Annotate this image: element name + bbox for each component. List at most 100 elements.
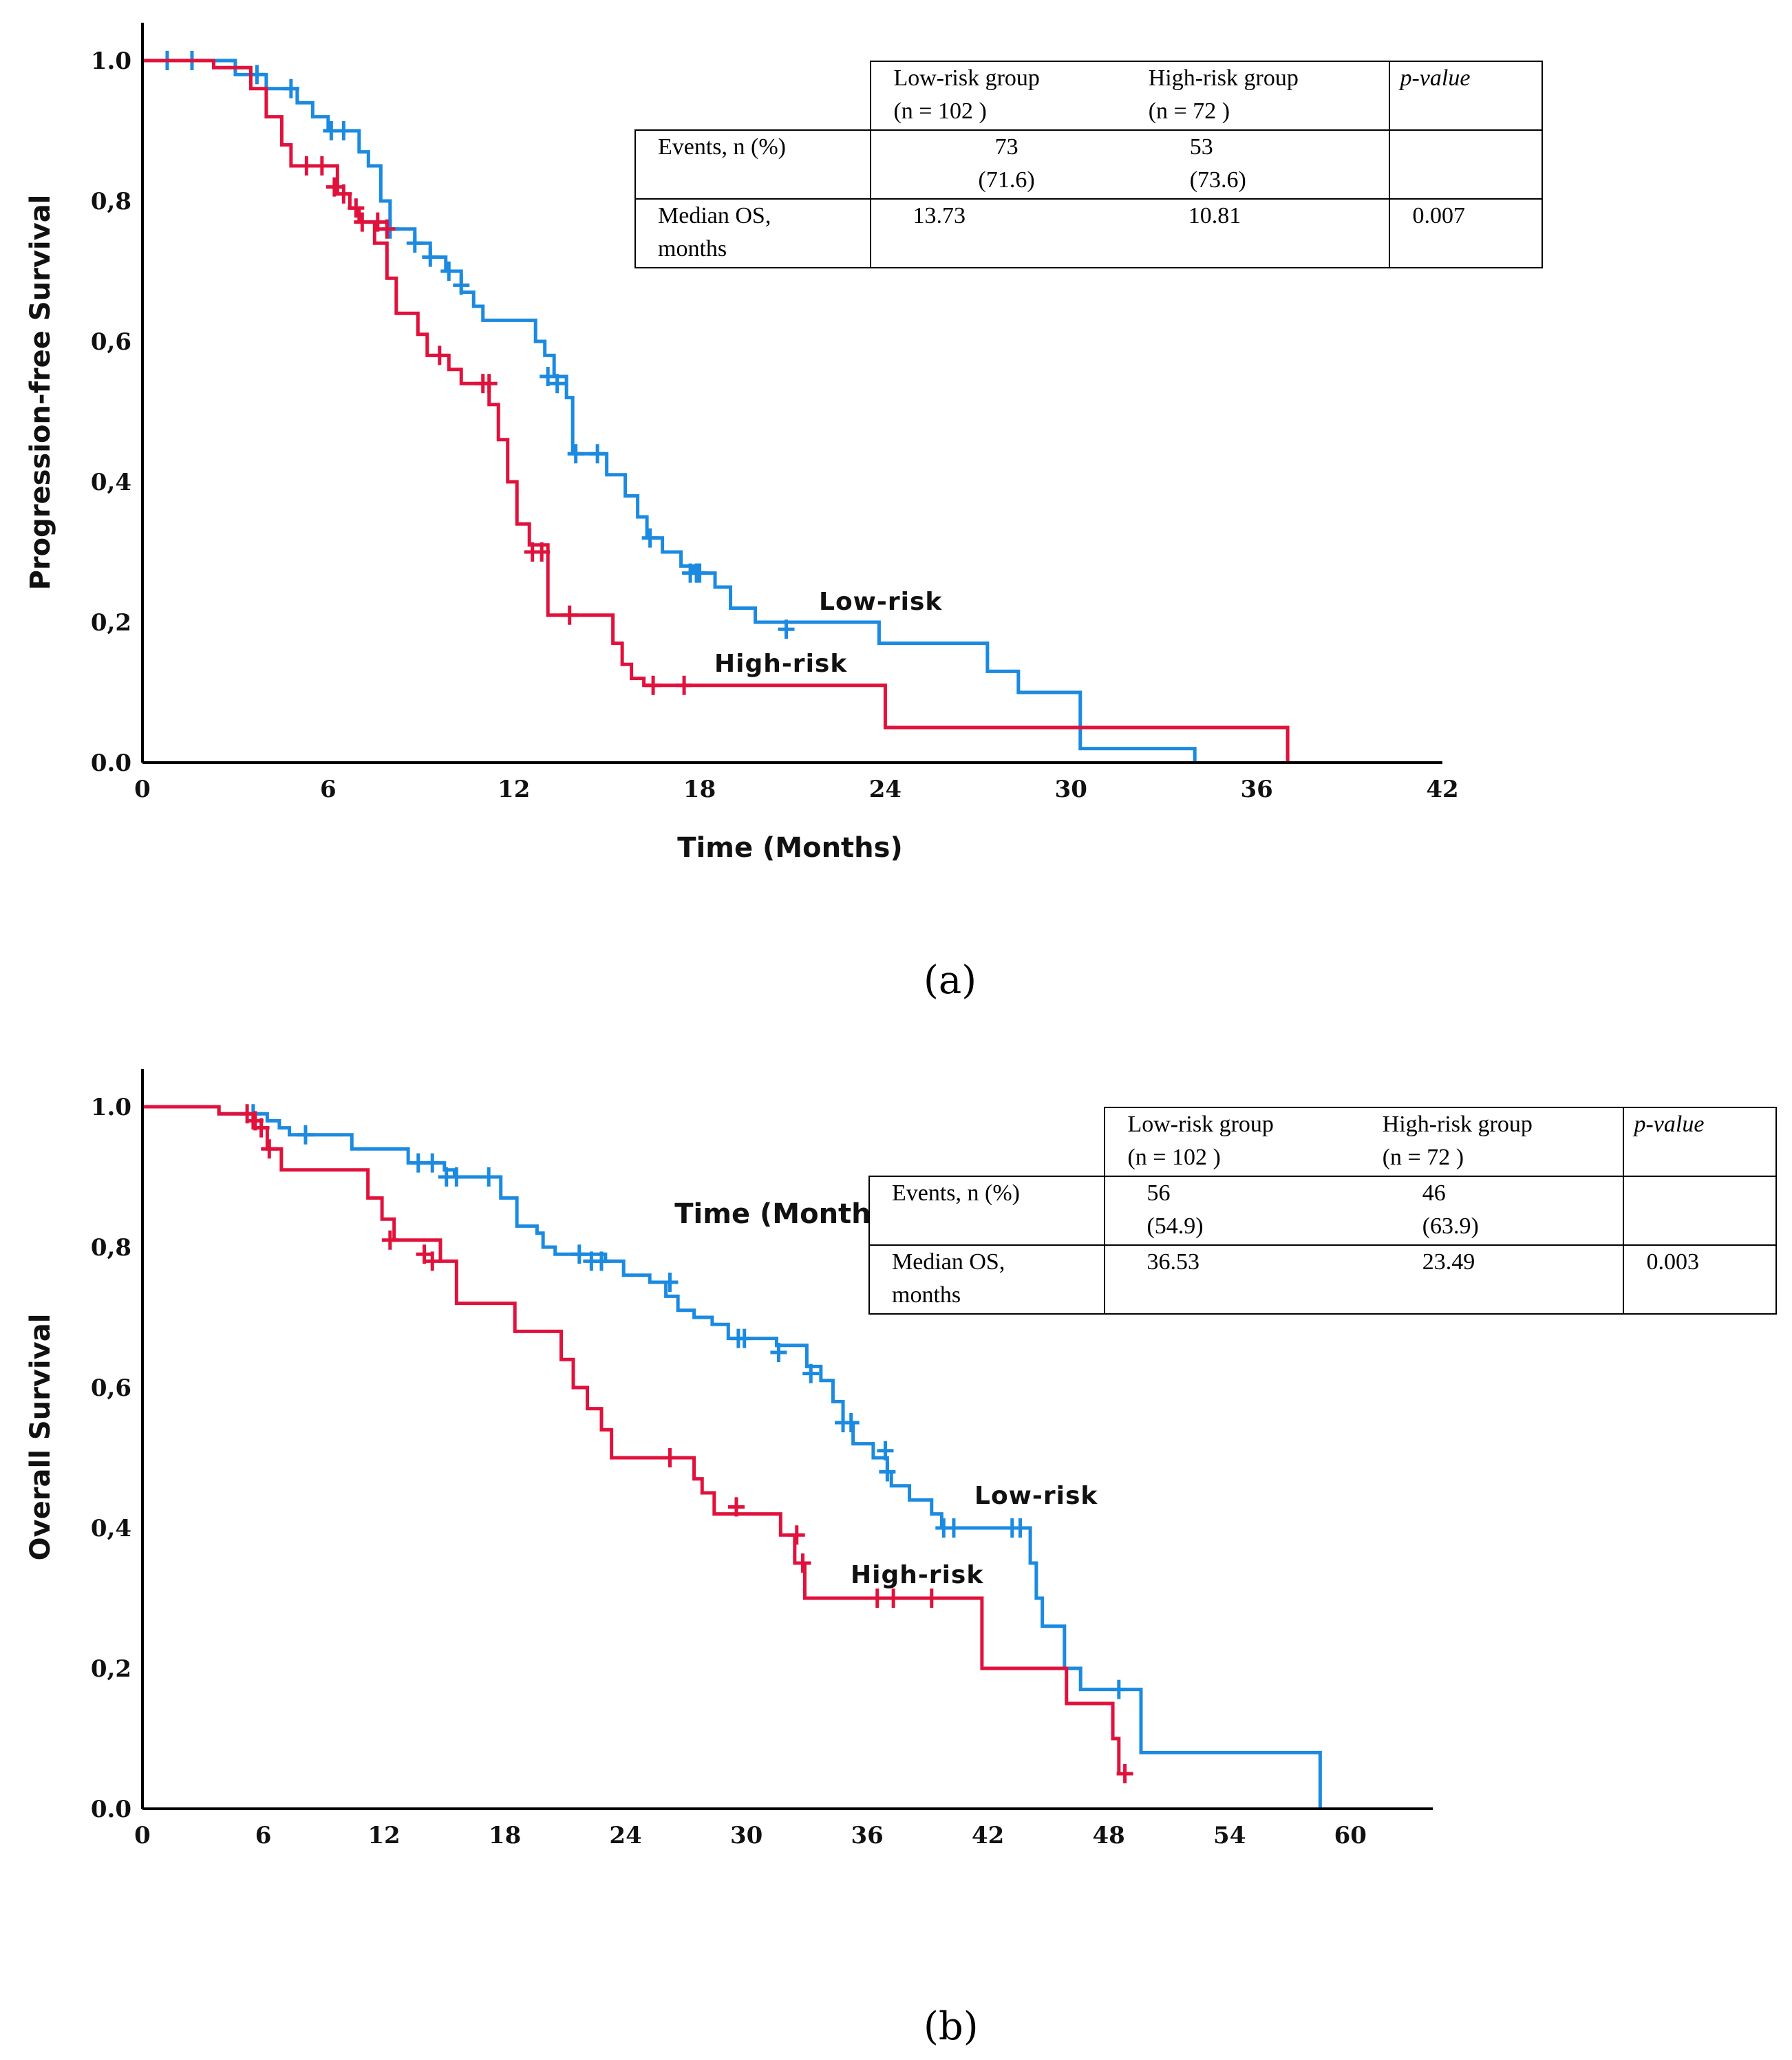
row-label: Events, n (%) (868, 1176, 1106, 1246)
low-risk-censor-mark (570, 1244, 588, 1264)
panel-b: 0 6 12 18 24 30 36 42 48 54 60 0.0 0,2 0,4 0,6 0,8 1.0 T… (0, 1046, 1792, 2060)
x-axis-label: Time (Months) (677, 832, 902, 864)
low-risk-censor-mark (297, 1125, 314, 1145)
x-tick-label: 36 (851, 1822, 883, 1849)
low-risk-censor-mark (424, 1153, 441, 1173)
high-risk-curve-label: High-risk (851, 1561, 983, 1589)
low-risk-censor-mark (406, 233, 423, 253)
y-tick-label: 0,2 (91, 1655, 131, 1683)
table-row: Median OS, months 13.73 10.81 0.007 (634, 198, 1543, 268)
high-risk-censor-mark (424, 1251, 441, 1271)
cell-low: 56 (54.9) (1104, 1176, 1376, 1246)
x-tick-label: 18 (489, 1822, 521, 1849)
high-risk-censor-mark (335, 184, 352, 204)
low-risk-censor-mark (540, 367, 557, 386)
cell-high: 53 (73.6) (1141, 129, 1391, 200)
x-tick-label: 18 (683, 776, 716, 803)
low-risk-curve (142, 59, 1197, 763)
low-risk-censor-mark (335, 121, 352, 140)
high-risk-censor-mark (533, 542, 551, 562)
y-tick-label: 0,4 (91, 469, 131, 496)
high-risk-curve-label: High-risk (714, 650, 847, 678)
x-tick-label: 6 (255, 1822, 272, 1849)
pfs-chart: 0 6 12 18 24 30 36 42 0.0 0,2 0,4 0,6 0,8 1.0 Time (M… (25, 23, 1459, 864)
cell-p: 0.003 (1623, 1244, 1777, 1315)
panel-a: 0 6 12 18 24 30 36 42 0.0 0,2 0,4 0,6 0,8 1.0 Time (M… (25, 23, 1543, 1003)
col-header-p: p-value (1623, 1107, 1777, 1177)
low-risk-censor-mark (422, 247, 439, 267)
high-risk-censor-mark (480, 374, 498, 394)
high-risk-censor-mark (313, 156, 330, 176)
low-risk-censor-mark (1110, 1679, 1127, 1699)
low-risk-censor-mark (409, 1153, 427, 1173)
high-risk-censor-mark (661, 1448, 679, 1467)
x-tick-label: 30 (730, 1822, 762, 1849)
low-risk-censor-mark (282, 78, 299, 98)
os-chart: 0 6 12 18 24 30 36 42 48 54 60 0.0 0,2 0,4 0,6 0,8 1.0 T… (25, 1069, 1433, 1849)
high-risk-censor-mark (788, 1525, 805, 1545)
y-tick-label: 0,4 (91, 1515, 131, 1542)
low-risk-censor-mark (879, 1462, 896, 1482)
table-row: Events, n (%) 73 (71.6) 53 (73.6) (634, 129, 1543, 200)
low-risk-censor-mark (945, 1518, 962, 1538)
x-tick-label: 12 (498, 776, 530, 803)
cell-low: 13.73 (870, 198, 1142, 268)
low-risk-censor-mark (453, 275, 470, 295)
low-risk-censor-mark (802, 1363, 820, 1383)
high-risk-censor-mark (868, 1589, 886, 1608)
x-tick-label: 24 (869, 776, 902, 803)
y-tick-label: 0.0 (91, 1796, 131, 1823)
low-risk-curve-label: Low-risk (974, 1482, 1098, 1510)
x-tick-label: 54 (1213, 1822, 1246, 1849)
col-header-high: High-risk group (n = 72 ) (1375, 1107, 1625, 1177)
col-header-low: Low-risk group (n = 102 ) (870, 61, 1142, 131)
low-risk-censor-mark (480, 1167, 498, 1187)
low-risk-censor-mark (593, 1251, 610, 1271)
y-axis-label: Progression-free Survival (25, 195, 56, 591)
cell-p (1389, 129, 1543, 200)
high-risk-censor-mark (885, 1589, 902, 1608)
x-tick-label: 42 (972, 1822, 1004, 1849)
low-risk-censor-mark (589, 444, 606, 464)
cell-p (1623, 1176, 1777, 1246)
high-risk-censor-mark (253, 1118, 270, 1138)
y-tick-label: 0.0 (91, 750, 131, 777)
pfs-stats-table: Low-risk group (n = 102 ) High-risk grou… (634, 61, 1543, 268)
x-tick-label: 42 (1426, 776, 1458, 803)
low-risk-censor-mark (567, 444, 584, 464)
os-stats-table: Low-risk group (n = 102 ) High-risk grou… (868, 1107, 1777, 1315)
high-risk-censor-mark (561, 605, 578, 625)
low-risk-censor-mark (736, 1328, 753, 1348)
high-risk-curve (142, 59, 1290, 763)
row-label: Median OS, months (868, 1244, 1106, 1315)
high-risk-censor-mark (431, 346, 448, 365)
low-risk-censor-mark (548, 374, 566, 394)
low-risk-curve-label: Low-risk (819, 588, 942, 616)
table-row: Median OS, months 36.53 23.49 0.003 (868, 1244, 1777, 1315)
x-tick-label: 24 (609, 1822, 641, 1849)
high-risk-censor-mark (348, 198, 365, 218)
low-risk-censor-mark (448, 1167, 465, 1187)
low-risk-censor-mark (770, 1343, 787, 1362)
y-tick-label: 0,2 (91, 609, 131, 637)
low-risk-censor-mark (440, 262, 458, 281)
low-risk-curve (142, 1105, 1322, 1809)
low-risk-censor-mark (691, 563, 708, 583)
table-header-row: Low-risk group (n = 102 ) High-risk grou… (869, 1107, 1777, 1177)
x-tick-label: 36 (1240, 776, 1272, 803)
x-axis-label: Time (Months) (674, 1198, 899, 1230)
x-tick-label: 6 (320, 776, 337, 803)
high-risk-censor-mark (326, 177, 343, 197)
table-corner (869, 1107, 1106, 1177)
high-risk-censor-mark (676, 675, 693, 695)
row-label: Median OS, months (634, 198, 872, 268)
panel-label-a: (a) (924, 958, 977, 1003)
high-risk-censor-mark (381, 1230, 398, 1250)
x-tick-label: 0 (134, 1822, 151, 1849)
cell-high: 23.49 (1375, 1244, 1625, 1315)
col-header-low: Low-risk group (n = 102 ) (1104, 1107, 1376, 1177)
high-risk-censor-mark (794, 1553, 811, 1573)
y-tick-label: 0,8 (91, 1234, 131, 1262)
low-risk-censor-mark (778, 619, 795, 639)
cell-low: 36.53 (1104, 1244, 1376, 1315)
